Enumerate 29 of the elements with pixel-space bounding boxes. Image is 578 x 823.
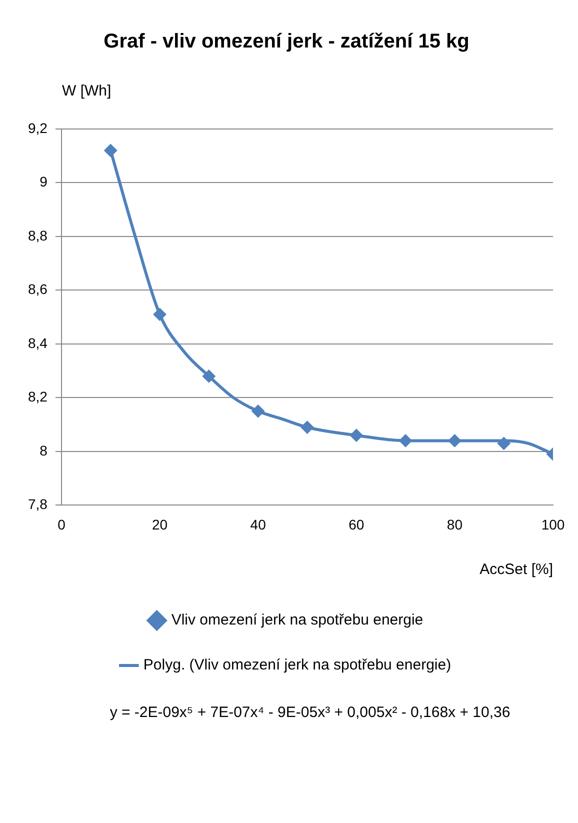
point bbox=[300, 420, 314, 434]
x-tick-label: 40 bbox=[250, 516, 266, 532]
y-tick-label: 8,6 bbox=[28, 281, 48, 298]
y-tick-label: 8,8 bbox=[28, 227, 48, 244]
point bbox=[252, 404, 265, 418]
y-tick-label: 8 bbox=[40, 442, 48, 458]
legend-label: Vliv omezení jerk na spotřebu energie bbox=[171, 612, 424, 629]
y-tick-label: 8,2 bbox=[28, 388, 48, 405]
y-tick-label: 9 bbox=[40, 174, 48, 190]
x-axis-title: AccSet [%] bbox=[480, 561, 553, 578]
y-tick-label: 7,8 bbox=[28, 496, 48, 512]
x-tick-label: 100 bbox=[541, 516, 565, 532]
point bbox=[399, 434, 412, 448]
y-axis-title: W [Wh] bbox=[62, 82, 112, 100]
legend-label: Polyg. (Vliv omezení jerk na spotřebu energie) bbox=[143, 656, 452, 674]
x-tick-label: 20 bbox=[152, 516, 168, 532]
chart-title: Graf - vliv omezení jerk - zatížení 15 kg bbox=[104, 30, 470, 53]
point bbox=[448, 434, 462, 448]
x-tick-label: 60 bbox=[348, 516, 364, 532]
y-tick-label: 9,2 bbox=[28, 120, 48, 136]
text: y = -2E-09x⁵ + 7E-07x⁴ - 9E-05x³ + 0,005x² - 0,168x + 10,36 bbox=[110, 704, 510, 722]
point bbox=[153, 308, 166, 321]
point bbox=[350, 428, 363, 442]
point bbox=[202, 370, 216, 383]
point bbox=[497, 436, 510, 450]
x-tick-label: 0 bbox=[58, 516, 66, 532]
point bbox=[104, 144, 118, 157]
y-tick-label: 8,4 bbox=[28, 334, 48, 351]
x-tick-label: 80 bbox=[446, 516, 463, 532]
